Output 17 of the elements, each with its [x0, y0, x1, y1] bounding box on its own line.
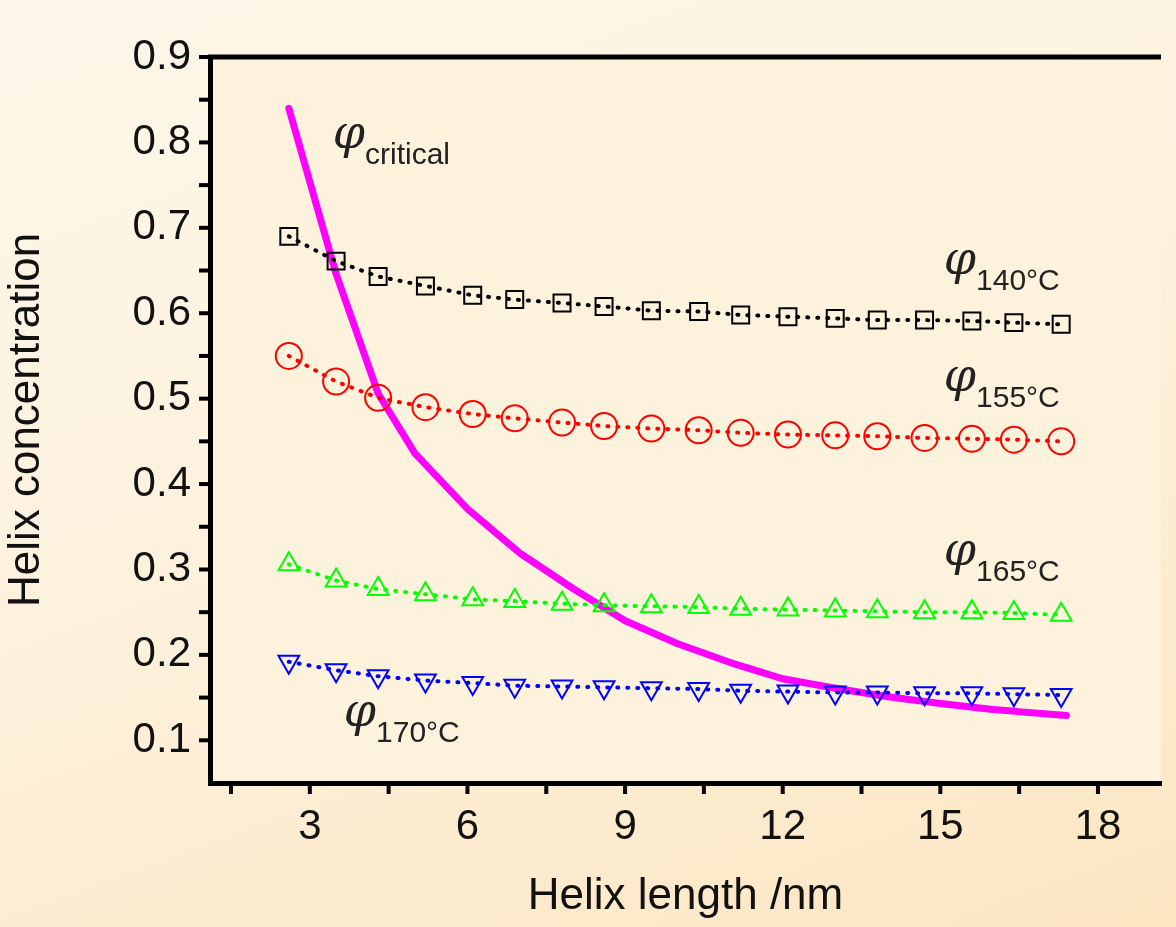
- y-tick-label: 0.6: [132, 286, 191, 334]
- y-tick-label: 0.9: [132, 30, 191, 78]
- x-tick-label: 6: [455, 800, 480, 848]
- y-tick-label: 0.8: [132, 115, 191, 163]
- y-tick-label: 0.1: [132, 713, 191, 761]
- y-tick-label: 0.4: [132, 457, 191, 505]
- x-tick-label: 9: [613, 800, 637, 848]
- y-axis-title: Helix concentration: [0, 232, 48, 608]
- x-tick-label: 3: [298, 800, 322, 848]
- x-axis-title: Helix length /nm: [527, 868, 844, 918]
- x-tick-label: 15: [916, 800, 964, 848]
- x-tick-label: 18: [1074, 800, 1122, 848]
- y-tick-label: 0.5: [132, 372, 191, 420]
- y-tick-label: 0.3: [132, 543, 191, 591]
- y-tick-label: 0.7: [132, 201, 191, 249]
- x-tick-label: 12: [759, 800, 807, 848]
- y-tick-label: 0.2: [132, 628, 191, 676]
